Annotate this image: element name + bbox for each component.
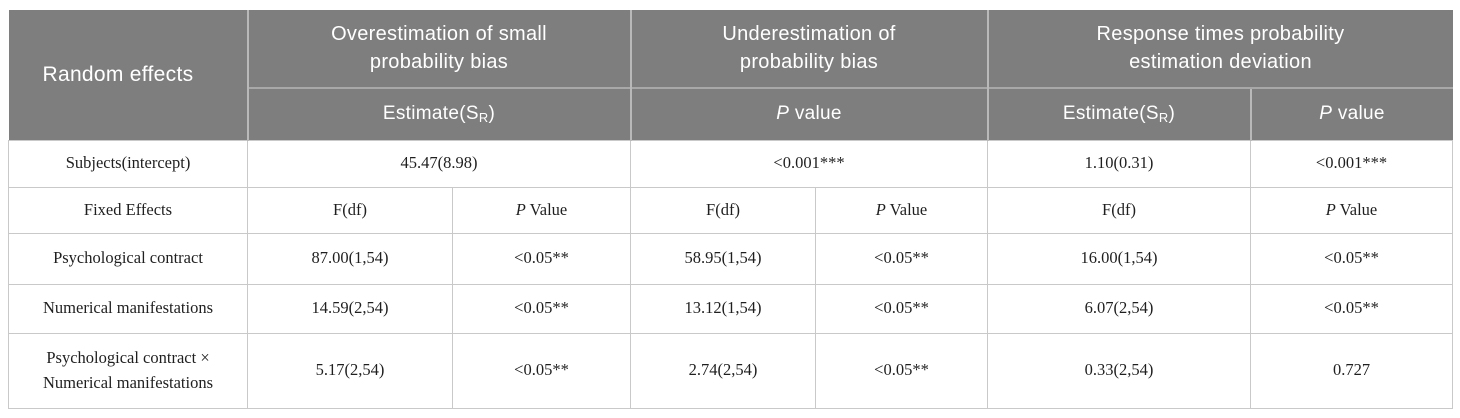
table-row-interaction: Psychological contract × Numerical manif… bbox=[8, 332, 1453, 409]
cell-fdf-group3: F(df) bbox=[987, 186, 1251, 234]
cell-int-g2-f: 2.74(2,54) bbox=[630, 332, 816, 409]
subheader-estimate-group3: Estimate(SR) bbox=[986, 87, 1251, 140]
pvalue-header-italic: P bbox=[1325, 199, 1336, 219]
cell-nm-g3-f: 6.07(2,54) bbox=[987, 283, 1251, 334]
estimate-label-prefix: Estimate(S bbox=[1062, 103, 1159, 125]
row-label-numerical-manifestations: Numerical manifestations bbox=[8, 283, 248, 334]
cell-pvalue-header-group2: P Value bbox=[815, 186, 988, 234]
row-label-interaction: Psychological contract × Numerical manif… bbox=[8, 332, 248, 409]
cell-pc-g2-f: 58.95(1,54) bbox=[630, 232, 816, 285]
table-row-subjects-intercept: Subjects(intercept) 45.47(8.98) <0.001**… bbox=[8, 139, 1453, 188]
cell-pc-g3-p: <0.05** bbox=[1250, 232, 1453, 285]
stats-table-container: Random effects Overestimation of small p… bbox=[8, 10, 1453, 409]
cell-nm-g2-f: 13.12(1,54) bbox=[630, 283, 816, 334]
pvalue-label-rest: value bbox=[1332, 103, 1385, 125]
cell-fdf-group2: F(df) bbox=[630, 186, 816, 234]
pvalue-label-italic: P bbox=[1319, 103, 1333, 125]
table-body: Subjects(intercept) 45.47(8.98) <0.001**… bbox=[8, 139, 1453, 409]
cell-nm-g2-p: <0.05** bbox=[815, 283, 988, 334]
cell-nm-g1-f: 14.59(2,54) bbox=[247, 283, 453, 334]
interaction-label-line2: Numerical manifestations bbox=[43, 372, 213, 392]
subheader-estimate-group1: Estimate(SR) bbox=[246, 87, 631, 140]
cell-int-g2-p: <0.05** bbox=[815, 332, 988, 409]
cell-pc-g2-p: <0.05** bbox=[815, 232, 988, 285]
pvalue-label-rest: value bbox=[789, 103, 842, 125]
cell-subjects-g2-pvalue: <0.001*** bbox=[630, 139, 988, 188]
column-header-random-effects: Random effects bbox=[8, 10, 248, 140]
estimate-label-suffix: ) bbox=[488, 103, 496, 125]
subheader-pvalue-group3: P value bbox=[1249, 87, 1453, 140]
subheader-pvalue-group2: P value bbox=[629, 87, 988, 140]
group-title-overestimation: Overestimation of small probability bias bbox=[331, 22, 547, 73]
group-title-response-times: Response times probability estimation de… bbox=[1096, 22, 1345, 73]
table-row-numerical-manifestations: Numerical manifestations 14.59(2,54) <0.… bbox=[8, 283, 1453, 334]
cell-pc-g3-f: 16.00(1,54) bbox=[987, 232, 1251, 285]
cell-pvalue-header-group1: P Value bbox=[452, 186, 631, 234]
estimate-label-suffix: ) bbox=[1168, 103, 1176, 125]
pvalue-header-italic: P bbox=[515, 199, 526, 219]
cell-subjects-g1-estimate: 45.47(8.98) bbox=[247, 139, 631, 188]
estimate-label-subscript: R bbox=[1158, 110, 1169, 126]
row-label-subjects-intercept: Subjects(intercept) bbox=[8, 139, 248, 188]
table-row-fixed-effects-header: Fixed Effects F(df) P Value F(df) P Valu… bbox=[8, 186, 1453, 234]
cell-int-g1-p: <0.05** bbox=[452, 332, 631, 409]
pvalue-header-italic: P bbox=[875, 199, 886, 219]
cell-int-g1-f: 5.17(2,54) bbox=[247, 332, 453, 409]
cell-pc-g1-p: <0.05** bbox=[452, 232, 631, 285]
group-header-overestimation: Overestimation of small probability bias bbox=[246, 10, 631, 88]
group-header-response-times: Response times probability estimation de… bbox=[986, 10, 1453, 88]
estimate-label-subscript: R bbox=[478, 110, 489, 126]
pvalue-header-rest: Value bbox=[885, 199, 928, 219]
cell-pc-g1-f: 87.00(1,54) bbox=[247, 232, 453, 285]
cell-subjects-g3-estimate: 1.10(0.31) bbox=[987, 139, 1251, 188]
group-title-underestimation: Underestimation of probability bias bbox=[722, 22, 896, 73]
random-effects-label: Random effects bbox=[42, 62, 194, 86]
random-effects-stats-table: Random effects Overestimation of small p… bbox=[8, 10, 1453, 409]
cell-int-g3-p: 0.727 bbox=[1250, 332, 1453, 409]
row-label-psychological-contract: Psychological contract bbox=[8, 232, 248, 285]
group-header-underestimation: Underestimation of probability bias bbox=[629, 10, 988, 88]
table-header: Random effects Overestimation of small p… bbox=[8, 10, 1453, 140]
pvalue-label-italic: P bbox=[776, 103, 790, 125]
cell-nm-g3-p: <0.05** bbox=[1250, 283, 1453, 334]
cell-subjects-g3-pvalue: <0.001*** bbox=[1250, 139, 1453, 188]
table-row-psychological-contract: Psychological contract 87.00(1,54) <0.05… bbox=[8, 232, 1453, 285]
cell-nm-g1-p: <0.05** bbox=[452, 283, 631, 334]
cell-int-g3-f: 0.33(2,54) bbox=[987, 332, 1251, 409]
interaction-label-line1: Psychological contract × bbox=[46, 347, 210, 367]
pvalue-header-rest: Value bbox=[1335, 199, 1378, 219]
row-label-fixed-effects: Fixed Effects bbox=[8, 186, 248, 234]
cell-pvalue-header-group3: P Value bbox=[1250, 186, 1453, 234]
cell-fdf-group1: F(df) bbox=[247, 186, 453, 234]
estimate-label-prefix: Estimate(S bbox=[382, 103, 479, 125]
pvalue-header-rest: Value bbox=[525, 199, 568, 219]
